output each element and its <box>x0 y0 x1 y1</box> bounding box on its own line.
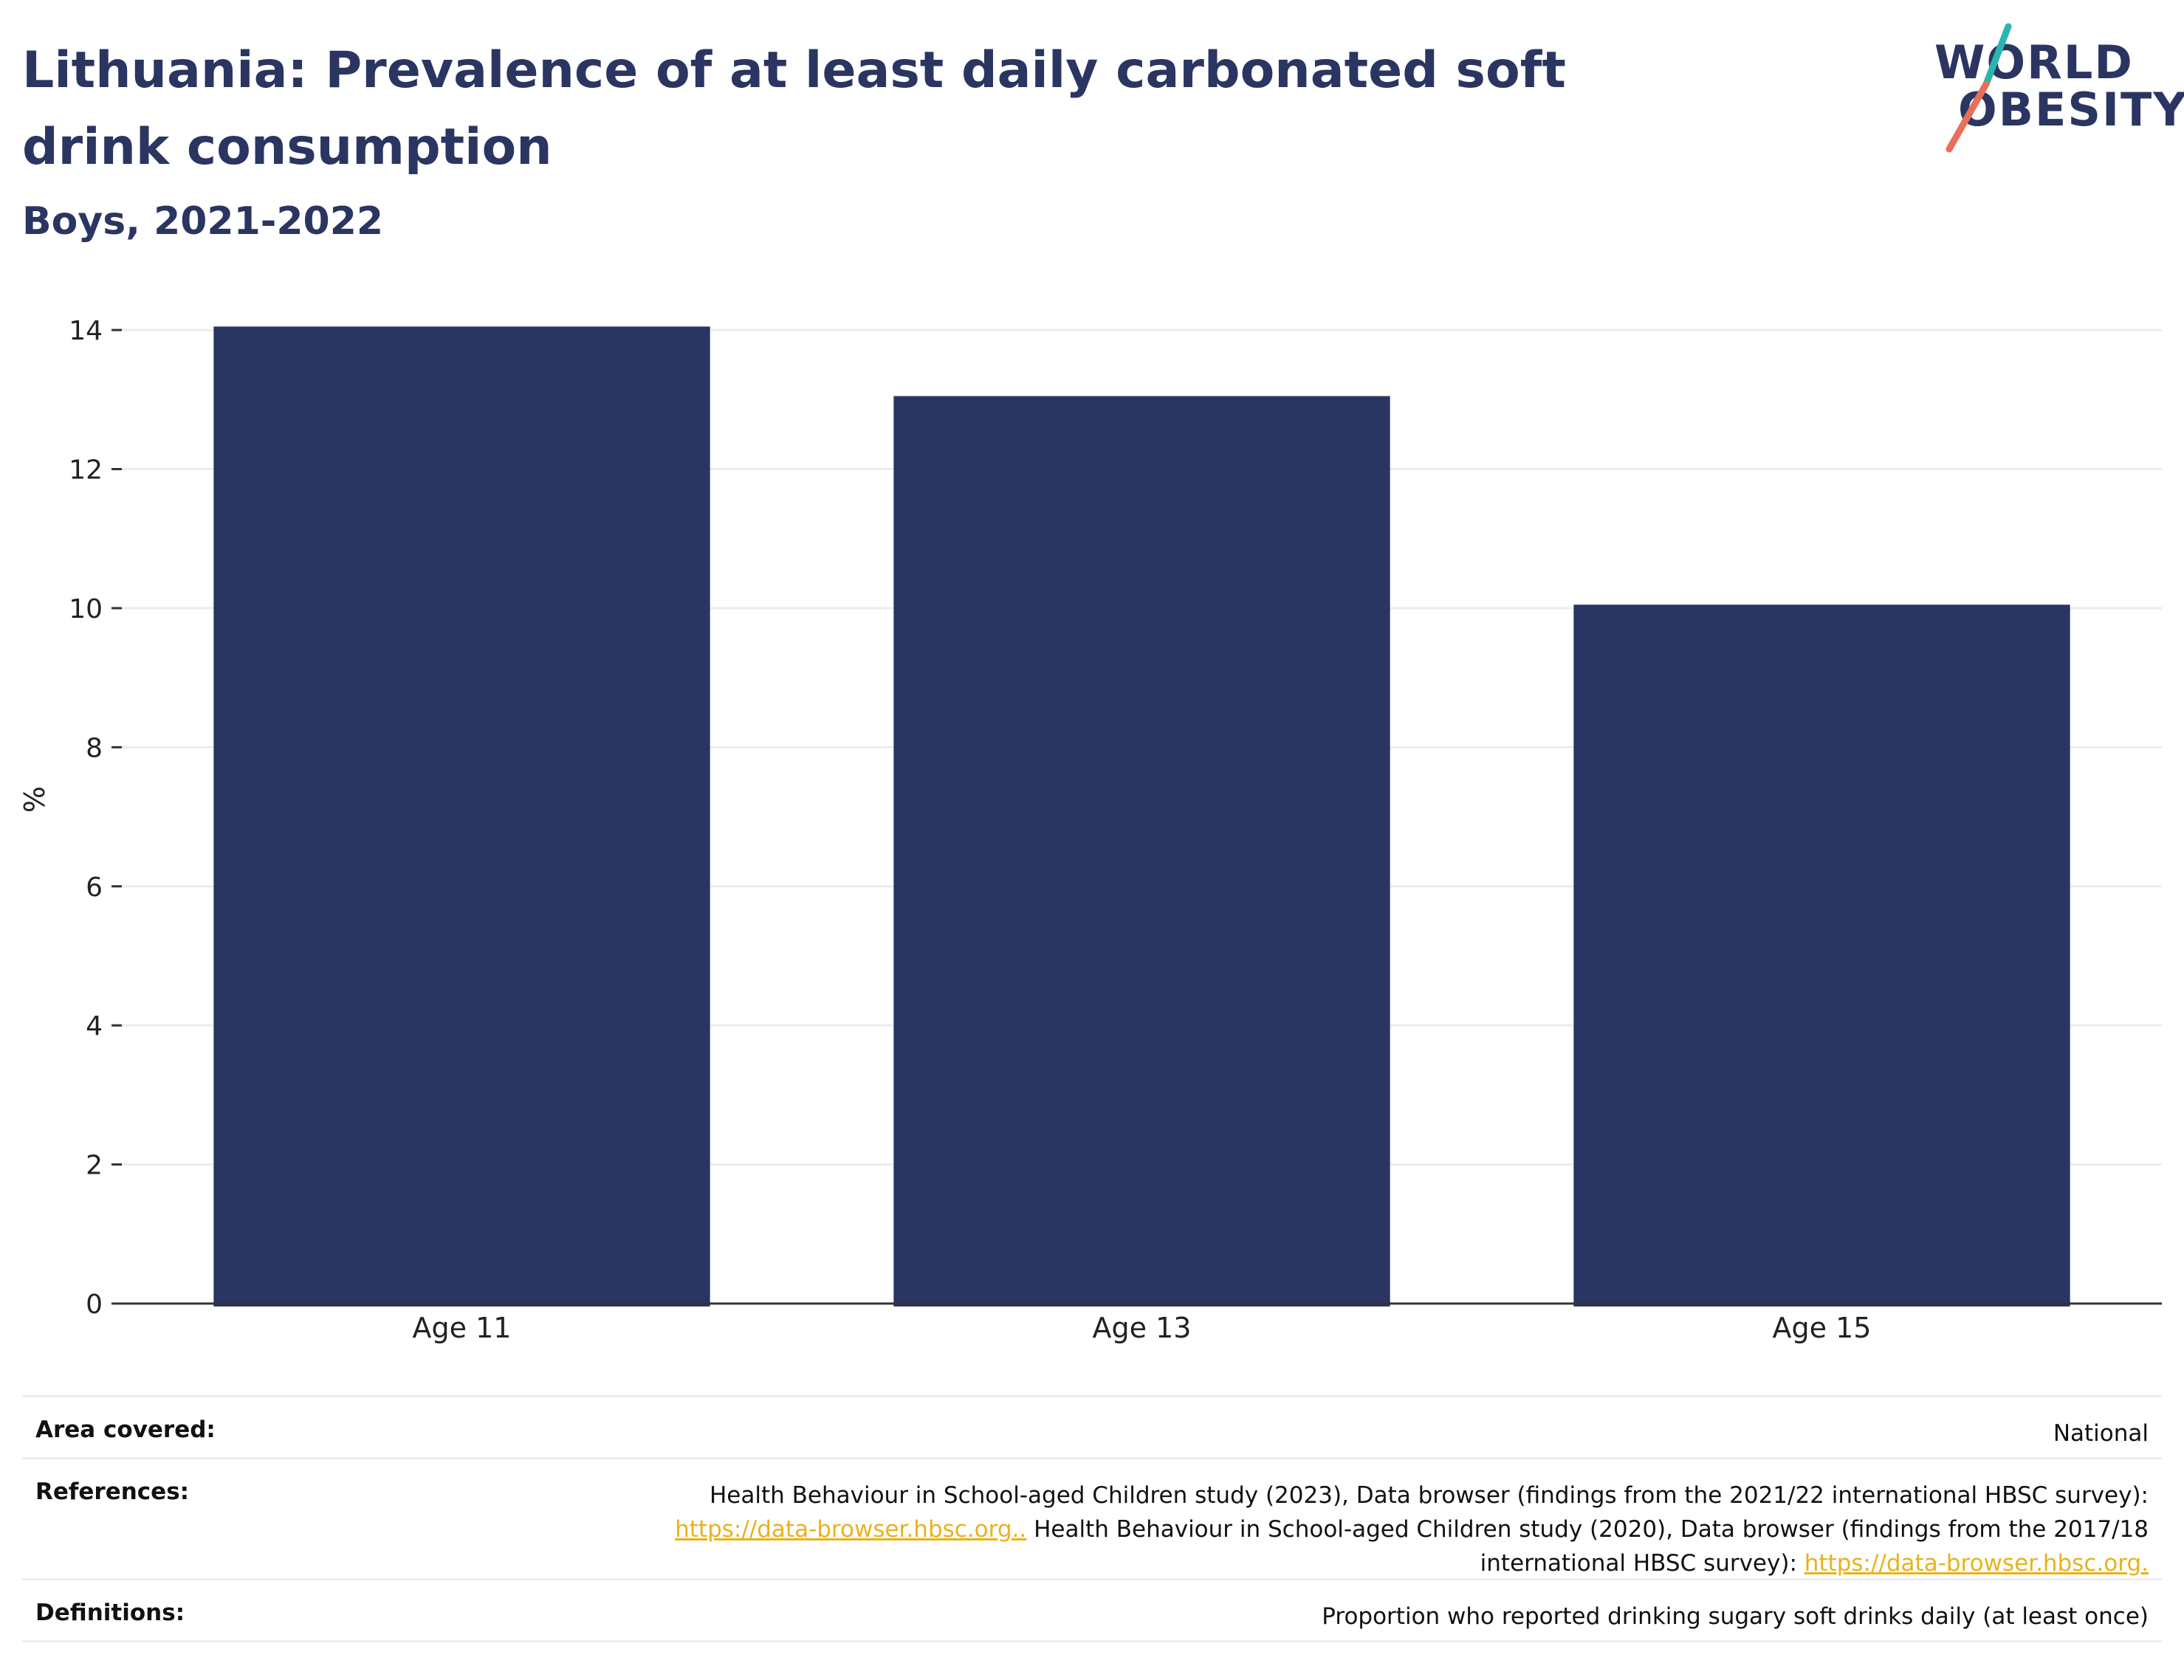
definitions-label: Definitions: <box>35 1600 185 1626</box>
logo-line-2: OBESITY <box>1958 83 2184 137</box>
y-axis-ticks: 0 2 4 6 8 10 12 14 <box>69 316 122 1320</box>
bar-0 <box>213 326 710 1307</box>
chart-title: Lithuania: Prevalence of at least daily … <box>22 41 1566 176</box>
x-axis-labels: Age 11 Age 13 Age 15 <box>413 1312 1872 1344</box>
table-bottom-border <box>22 1640 2162 1642</box>
y-tick-label-3: 6 <box>86 872 103 903</box>
references-text-1: Health Behaviour in School-aged Children… <box>710 1482 2149 1509</box>
area-covered-value: National <box>2053 1420 2149 1447</box>
area-covered-row: Area covered: National <box>22 1395 2162 1459</box>
y-tick-label-1: 2 <box>86 1151 103 1181</box>
bar-chart: 0 2 4 6 8 10 12 14 Age 11 Age 13 Age 15 % <box>18 316 2162 1344</box>
references-link-1[interactable]: https://data-browser.hbsc.org.. <box>675 1516 1027 1543</box>
x-tick-label-2: Age 15 <box>1773 1312 1872 1344</box>
references-text-2: Health Behaviour in School-aged Children… <box>1026 1516 2149 1543</box>
definitions-value: Proportion who reported drinking sugary … <box>1322 1603 2149 1630</box>
chart-subtitle: Boys, 2021-2022 <box>22 199 384 244</box>
references-value: Health Behaviour in School-aged Children… <box>524 1478 2149 1580</box>
references-row: References: Health Behaviour in School-a… <box>22 1457 2162 1580</box>
y-tick-label-5: 10 <box>69 594 103 624</box>
definitions-row: Definitions: Proportion who reported dri… <box>22 1578 2162 1642</box>
x-tick-label-1: Age 13 <box>1093 1312 1192 1344</box>
world-obesity-logo: WORLD OBESITY <box>1927 22 2184 155</box>
y-tick-label-2: 4 <box>86 1011 103 1042</box>
bar-1 <box>893 396 1390 1307</box>
logo-line-1: WORLD <box>1934 35 2134 89</box>
x-tick-label-0: Age 11 <box>413 1312 512 1344</box>
y-tick-label-4: 8 <box>86 733 103 763</box>
area-covered-label: Area covered: <box>35 1416 216 1443</box>
y-tick-label-6: 12 <box>69 455 103 486</box>
y-tick-label-7: 14 <box>69 316 103 346</box>
references-text-3: international HBSC survey): <box>1480 1550 1804 1577</box>
references-link-2[interactable]: https://data-browser.hbsc.org. <box>1804 1550 2149 1577</box>
bar-2 <box>1573 605 2070 1307</box>
logo-slash-icon <box>1946 23 2012 153</box>
y-tick-label-0: 0 <box>86 1290 103 1320</box>
references-label: References: <box>35 1478 190 1505</box>
bars <box>213 326 2070 1307</box>
y-axis-label: % <box>18 786 51 813</box>
